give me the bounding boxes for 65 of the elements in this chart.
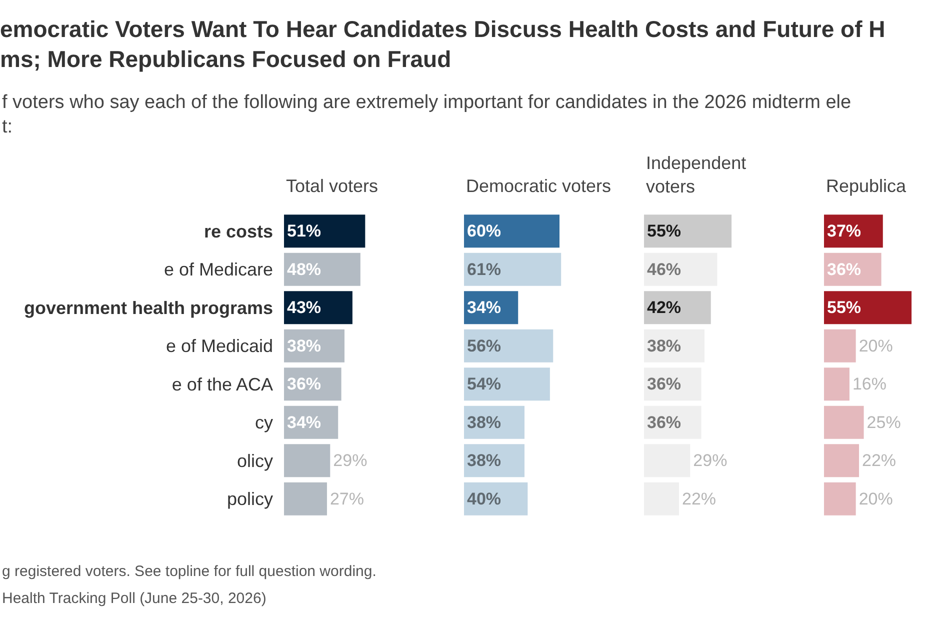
- data-label: 36%: [827, 260, 862, 279]
- data-label: 29%: [333, 451, 368, 470]
- data-label: 22%: [862, 451, 896, 470]
- data-label: 34%: [467, 298, 502, 318]
- y-tick-label: e of the ACA: [172, 374, 273, 394]
- bar: [644, 214, 732, 248]
- bar: [284, 291, 352, 324]
- bar: [824, 406, 864, 439]
- data-label: 46%: [647, 260, 682, 279]
- data-label: 55%: [827, 298, 862, 318]
- bar: [644, 291, 711, 324]
- chart-title: Democratic voters: [466, 176, 612, 196]
- bar: [824, 329, 856, 362]
- bar: [464, 214, 560, 248]
- data-label: 38%: [467, 451, 502, 470]
- data-label: 55%: [647, 222, 682, 241]
- bar: [284, 482, 327, 516]
- data-label: 54%: [467, 374, 502, 394]
- chart-title: Republica: [826, 176, 908, 196]
- bar: [824, 291, 912, 324]
- bar: [464, 252, 562, 286]
- data-label: 60%: [467, 222, 502, 241]
- data-label: 22%: [682, 489, 716, 508]
- y-tick-label: cy: [255, 412, 273, 433]
- bar: [284, 214, 366, 248]
- bar: [284, 252, 360, 286]
- data-label: 16%: [852, 374, 886, 394]
- chart-title: Independent voters: [646, 153, 746, 196]
- data-label: 43%: [287, 298, 322, 318]
- data-label: 36%: [647, 374, 682, 394]
- text: f voters who say each of the following are extremely important for candidates in the 2026 midterm ele t:: [2, 92, 852, 138]
- data-label: 25%: [866, 412, 901, 432]
- data-label: 20%: [858, 489, 893, 508]
- data-label: 36%: [287, 374, 322, 394]
- data-label: 40%: [467, 489, 502, 508]
- y-tick-label: e of Medicare: [164, 260, 273, 280]
- data-label: 20%: [858, 336, 893, 356]
- data-label: 34%: [287, 412, 322, 432]
- bar: [464, 368, 550, 401]
- bar: [824, 368, 850, 401]
- text: Health Tracking Poll (June 25-30, 2026): [2, 590, 266, 607]
- y-tick-label: e of Medicaid: [166, 336, 273, 356]
- y-tick-label: policy: [226, 489, 273, 510]
- text: g registered voters. See topline for full question wording.: [2, 563, 376, 580]
- data-label: 48%: [287, 260, 322, 279]
- bar: [464, 329, 554, 362]
- data-label: 36%: [647, 412, 682, 432]
- bar: [824, 482, 856, 516]
- data-label: 38%: [647, 336, 682, 356]
- text: emocratic Voters Want To Hear Candidates Discuss Health Costs and Future of H ms; More Republicans Focused on Fraud: [0, 16, 886, 72]
- data-label: 29%: [693, 451, 728, 470]
- y-tick-label: government health programs: [24, 298, 273, 318]
- data-label: 37%: [827, 222, 862, 241]
- bar: [824, 444, 860, 478]
- data-label: 51%: [287, 222, 322, 241]
- bar: [284, 444, 330, 478]
- chart-title: Total voters: [286, 176, 378, 196]
- data-label: 42%: [647, 298, 682, 318]
- data-label: 61%: [467, 260, 502, 279]
- data-label: 38%: [287, 336, 322, 356]
- y-tick-label: re costs: [204, 221, 273, 242]
- data-label: 56%: [467, 336, 502, 356]
- y-tick-label: olicy: [236, 450, 273, 471]
- data-label: 38%: [467, 412, 502, 432]
- data-label: 27%: [330, 489, 364, 508]
